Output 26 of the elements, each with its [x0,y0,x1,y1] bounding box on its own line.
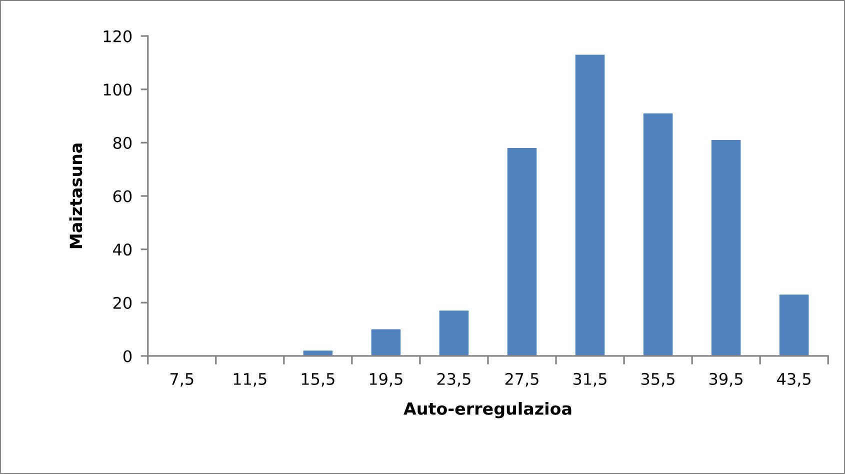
x-tick-label: 19,5 [370,372,402,387]
x-tick-label: 39,5 [710,372,742,387]
x-tick-label: 23,5 [437,372,470,387]
bar [711,140,741,356]
bar [779,294,809,356]
bar [439,310,469,356]
x-tick-label: 43,5 [777,372,810,387]
x-tick-label: 11,5 [234,373,266,387]
x-axis-title: Auto-erregulazioa [404,402,572,418]
x-tick-label: 15,5 [302,373,334,387]
bar [507,148,537,356]
y-tick-label: 0 [123,350,132,362]
x-tick-label: 7,5 [170,373,194,387]
bar [643,113,673,356]
y-tick-label: 80 [113,136,132,149]
x-tick-label: 35,5 [641,372,674,387]
x-tick-label: 27,5 [505,372,538,387]
y-tick-label: 120 [104,30,132,42]
y-tick-label: 40 [113,244,132,256]
bar [371,329,401,356]
x-tick-label: 31,5 [573,372,606,387]
y-tick-label: 100 [104,84,132,96]
y-tick-label: 20 [113,296,132,309]
y-tick-label: 60 [113,190,132,202]
bar [575,54,605,356]
y-axis-title: Maiztasuna [69,144,82,248]
